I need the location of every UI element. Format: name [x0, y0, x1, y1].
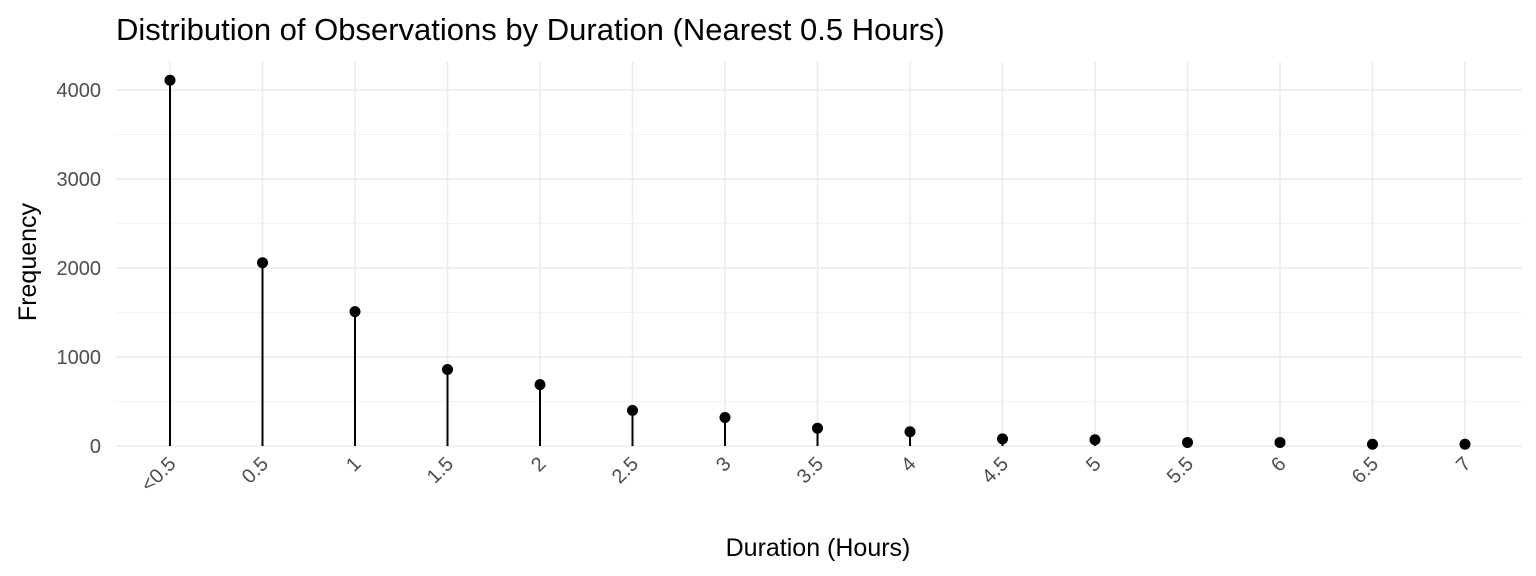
- lollipop-point: [442, 363, 453, 375]
- y-tick-label: 3000: [57, 169, 102, 191]
- x-tick-label: 4.5: [978, 453, 1013, 488]
- x-tick-label: 4: [897, 453, 920, 476]
- x-tick-label: 1.5: [423, 453, 458, 488]
- lollipop-point: [1182, 436, 1193, 448]
- y-tick-label: 2000: [57, 258, 102, 280]
- lollipop-point: [534, 379, 546, 391]
- y-axis-title: Frequency: [14, 202, 42, 321]
- x-tick-label: 5.5: [1163, 453, 1198, 488]
- y-tick-label: 0: [90, 436, 101, 458]
- grid: [116, 62, 1522, 447]
- x-axis-ticks: <0.5 0.5 1 1.5 2 2.5 3 3.5 4 4.5 5 5.5 6 6.5 7: [137, 453, 1475, 496]
- lollipop-point: [1367, 438, 1378, 450]
- x-tick-label: 1: [342, 453, 365, 476]
- x-axis-title: Duration (Hours): [726, 534, 911, 562]
- x-tick-label: 6: [1267, 453, 1290, 476]
- x-tick-label: 3: [712, 453, 735, 476]
- x-tick-label: 6.5: [1348, 453, 1383, 488]
- y-tick-label: 4000: [57, 80, 102, 102]
- lollipop-point: [1089, 434, 1101, 446]
- y-axis-ticks: 0 1000 2000 3000 4000: [57, 80, 102, 458]
- lollipop-point: [627, 404, 638, 416]
- x-tick-label: 2.5: [608, 453, 643, 488]
- data-marks: [164, 74, 1471, 450]
- x-tick-label: 2: [527, 453, 550, 476]
- x-tick-label: 0.5: [238, 453, 273, 488]
- lollipop-point: [349, 306, 361, 318]
- y-tick-label: 1000: [57, 347, 102, 369]
- lollipop-point: [1274, 436, 1286, 448]
- lollipop-point: [164, 74, 176, 86]
- lollipop-point: [1459, 438, 1471, 450]
- lollipop-point: [997, 433, 1008, 445]
- lollipop-point: [257, 257, 268, 269]
- lollipop-point: [904, 426, 916, 438]
- x-tick-label: <0.5: [137, 453, 180, 496]
- x-tick-label: 7: [1452, 453, 1475, 476]
- lollipop-point: [719, 412, 731, 424]
- x-tick-label: 3.5: [793, 453, 828, 488]
- lollipop-point: [812, 422, 823, 434]
- x-tick-label: 5: [1082, 453, 1105, 476]
- chart-title: Distribution of Observations by Duration…: [116, 12, 945, 47]
